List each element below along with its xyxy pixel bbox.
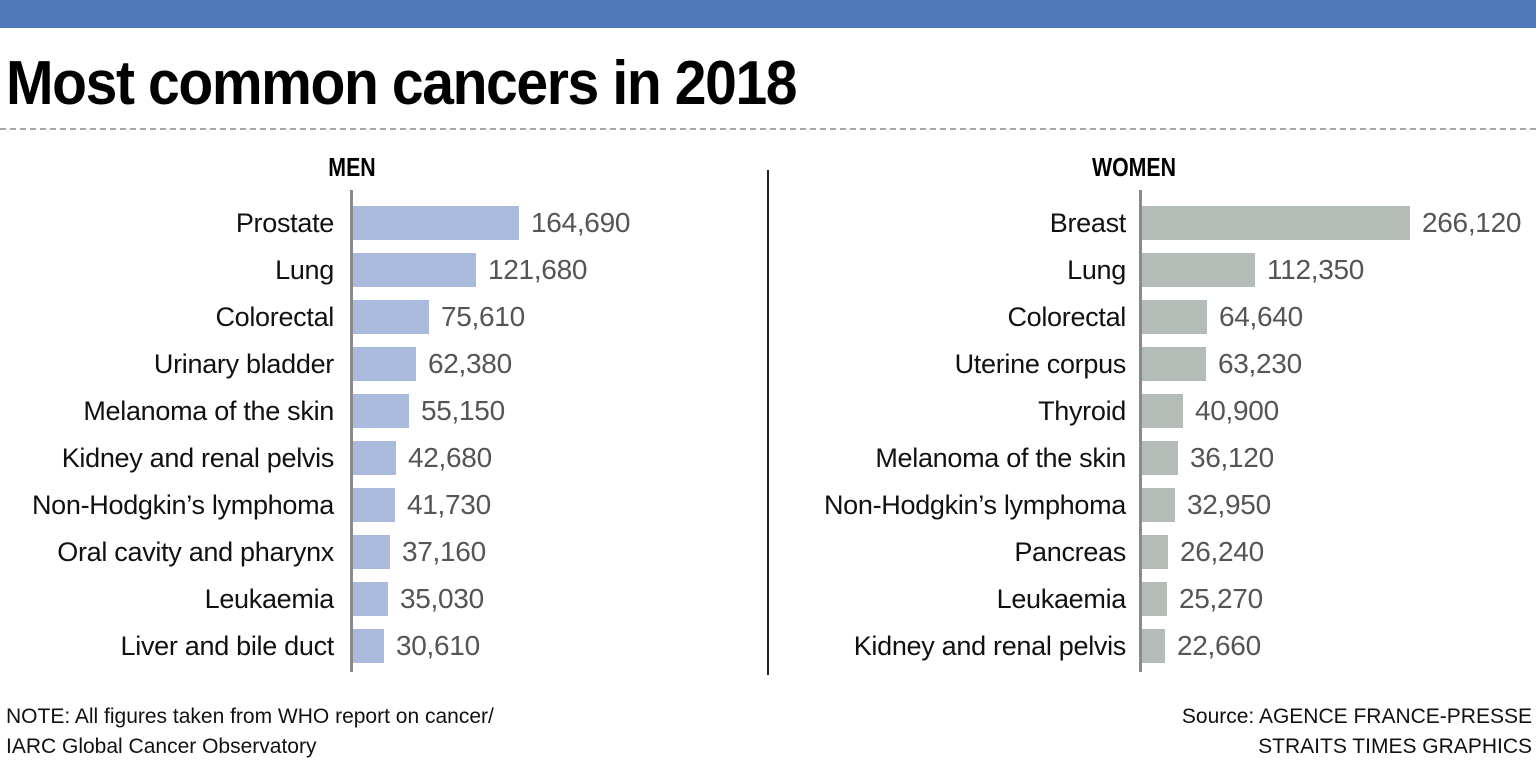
women-category-label: Breast — [1049, 208, 1127, 238]
chart-title: Most common cancers in 2018 — [6, 49, 798, 118]
men-value-label: 35,030 — [400, 583, 484, 614]
men-bar — [353, 629, 384, 663]
women-value-label: 63,230 — [1218, 348, 1302, 379]
women-bar — [1142, 582, 1167, 616]
women-category-label: Leukaemia — [996, 584, 1127, 614]
women-value-label: 64,640 — [1219, 301, 1303, 332]
men-bar — [353, 394, 409, 428]
women-bar — [1142, 253, 1255, 287]
women-bar — [1142, 535, 1168, 569]
women-bar — [1142, 629, 1165, 663]
men-panel-title: MEN — [328, 152, 376, 182]
women-category-label: Thyroid — [1038, 396, 1126, 426]
women-value-label: 25,270 — [1179, 583, 1263, 614]
men-bar — [353, 300, 429, 334]
men-value-label: 37,160 — [402, 536, 486, 567]
women-bar — [1142, 394, 1183, 428]
men-bar — [353, 253, 476, 287]
women-axis — [1139, 190, 1142, 672]
men-value-label: 121,680 — [488, 254, 588, 285]
men-value-label: 62,380 — [428, 348, 512, 379]
panel-divider — [767, 170, 769, 675]
women-value-label: 36,120 — [1190, 442, 1274, 473]
footnote: NOTE: All figures taken from WHO report … — [6, 702, 494, 762]
men-value-label: 164,690 — [531, 207, 631, 238]
men-bar — [353, 488, 395, 522]
dashed-separator — [0, 128, 1536, 130]
men-value-label: 55,150 — [421, 395, 505, 426]
men-category-label: Leukaemia — [204, 584, 335, 614]
women-category-label: Lung — [1067, 255, 1126, 285]
men-category-label: Melanoma of the skin — [83, 396, 334, 426]
note-line-2: IARC Global Cancer Observatory — [6, 735, 317, 758]
men-bar — [353, 206, 519, 240]
men-value-label: 30,610 — [396, 630, 480, 661]
men-bar — [353, 441, 396, 475]
women-value-label: 26,240 — [1180, 536, 1264, 567]
women-category-label: Kidney and renal pelvis — [853, 631, 1127, 661]
men-bar — [353, 347, 416, 381]
women-bar — [1142, 441, 1178, 475]
source-credit: Source: AGENCE FRANCE-PRESSE STRAITS TIM… — [1182, 702, 1532, 762]
men-category-label: Urinary bladder — [153, 349, 334, 379]
men-axis — [350, 190, 353, 672]
men-category-label: Non-Hodgkin’s lymphoma — [31, 490, 334, 520]
women-value-label: 32,950 — [1187, 489, 1271, 520]
women-category-label: Uterine corpus — [954, 349, 1127, 379]
women-value-label: 112,350 — [1267, 254, 1365, 285]
women-panel-title: WOMEN — [1091, 152, 1177, 182]
men-value-label: 75,610 — [441, 301, 525, 332]
women-value-label: 266,120 — [1422, 207, 1522, 238]
men-bar — [353, 535, 390, 569]
women-value-label: 40,900 — [1195, 395, 1279, 426]
men-category-label: Lung — [275, 255, 334, 285]
men-category-label: Prostate — [235, 208, 334, 238]
women-category-label: Colorectal — [1007, 302, 1126, 332]
note-line-1: NOTE: All figures taken from WHO report … — [6, 705, 494, 728]
women-bar — [1142, 300, 1207, 334]
men-category-label: Kidney and renal pelvis — [61, 443, 335, 473]
men-value-label: 41,730 — [407, 489, 491, 520]
women-bar — [1142, 206, 1410, 240]
men-bar — [353, 582, 388, 616]
women-category-label: Melanoma of the skin — [875, 443, 1126, 473]
men-category-label: Liver and bile duct — [120, 631, 335, 661]
men-category-label: Colorectal — [215, 302, 334, 332]
men-category-label: Oral cavity and pharynx — [57, 537, 334, 567]
source-line-2: STRAITS TIMES GRAPHICS — [1258, 735, 1532, 758]
men-value-label: 42,680 — [408, 442, 492, 473]
header-bar — [0, 0, 1536, 28]
women-value-label: 22,660 — [1177, 630, 1261, 661]
women-category-label: Non-Hodgkin’s lymphoma — [823, 490, 1126, 520]
source-line-1: Source: AGENCE FRANCE-PRESSE — [1181, 705, 1532, 728]
women-bar — [1142, 347, 1206, 381]
women-category-label: Pancreas — [1014, 537, 1126, 567]
women-bar — [1142, 488, 1175, 522]
